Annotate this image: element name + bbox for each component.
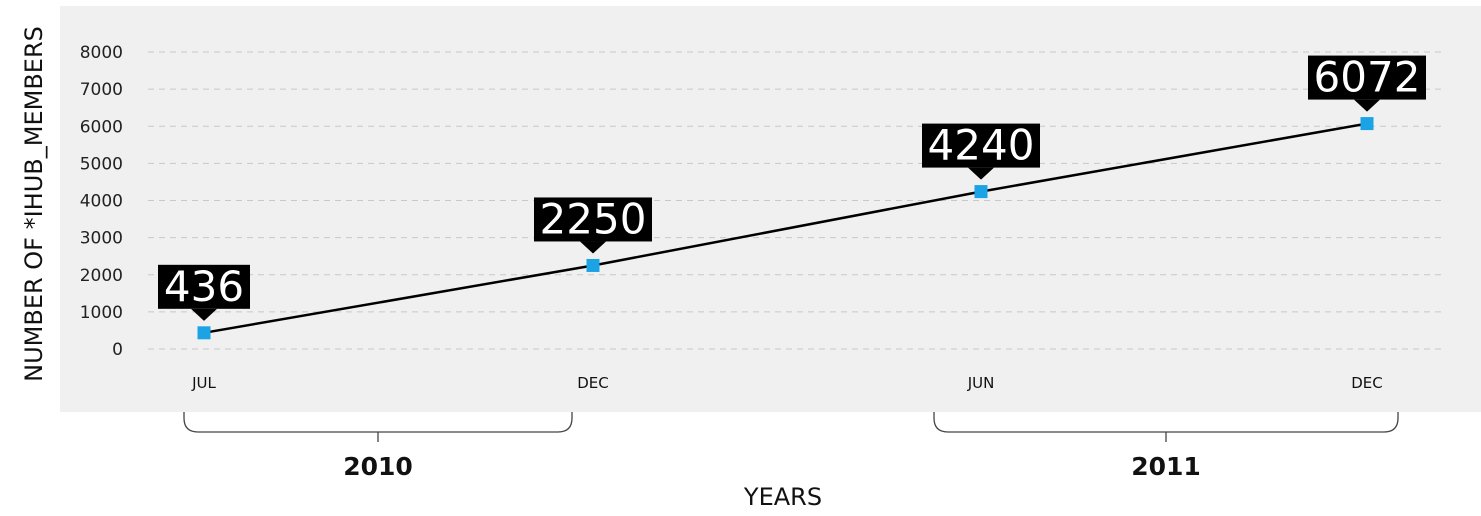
data-label: 2250 (540, 194, 647, 243)
data-callout-pointer (191, 308, 217, 321)
data-callout: 436 (158, 262, 250, 321)
data-callout-pointer (968, 167, 994, 180)
data-point-marker (197, 326, 211, 340)
x-tick-label: JUL (191, 374, 216, 392)
x-axis-title: YEARS (743, 483, 822, 511)
year-brackets: 2010 2011 (183, 412, 1399, 481)
data-callouts: 436 2250 4240 6072 (158, 53, 1426, 321)
data-callout-box (534, 197, 652, 242)
x-tick-label: JUN (967, 374, 995, 392)
data-label: 6072 (1314, 53, 1421, 102)
data-point-marker (974, 185, 988, 199)
year-label: 2010 (343, 452, 413, 481)
data-callout-pointer (1354, 99, 1380, 112)
y-tick-label: 6000 (80, 117, 123, 137)
data-callout-box (1308, 55, 1426, 100)
y-tick-label: 8000 (80, 43, 123, 63)
data-label: 436 (164, 262, 244, 311)
data-markers (197, 117, 1374, 340)
grid-lines (148, 51, 1445, 350)
y-axis-ticks: 0 1000 2000 3000 4000 5000 6000 7000 8000 (80, 43, 123, 360)
year-bracket (183, 412, 573, 433)
y-tick-label: 7000 (80, 80, 123, 100)
x-axis-ticks: JUL DEC JUN DEC (191, 374, 1383, 392)
x-tick-label: DEC (577, 374, 609, 392)
data-callout-pointer (580, 241, 606, 254)
data-callout: 2250 (534, 194, 652, 254)
x-tick-label: DEC (1351, 374, 1383, 392)
y-tick-label: 3000 (80, 229, 123, 249)
data-point-marker (586, 258, 600, 272)
y-tick-label: 5000 (80, 154, 123, 174)
series-line (203, 122, 1368, 335)
data-callout-box (922, 123, 1040, 168)
series-line-layer (203, 122, 1368, 335)
data-callout-box (158, 264, 250, 309)
y-tick-label: 0 (112, 340, 123, 360)
year-label: 2011 (1131, 452, 1201, 481)
data-callout: 4240 (922, 121, 1040, 180)
data-callout: 6072 (1308, 53, 1426, 112)
y-tick-label: 1000 (80, 303, 123, 323)
plot-background (60, 6, 1481, 412)
y-tick-label: 2000 (80, 266, 123, 286)
y-tick-label: 4000 (80, 192, 123, 212)
data-point-marker (1360, 117, 1374, 131)
y-axis-title: NUMBER OF *IHUB_MEMBERS (20, 26, 48, 382)
year-bracket (933, 412, 1399, 433)
data-label: 4240 (928, 121, 1035, 170)
